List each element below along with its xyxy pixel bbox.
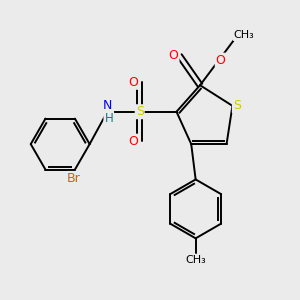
- Text: O: O: [128, 76, 138, 89]
- Text: O: O: [128, 135, 138, 148]
- Text: O: O: [216, 54, 226, 67]
- Text: CH₃: CH₃: [185, 255, 206, 266]
- Text: H: H: [104, 112, 113, 125]
- Text: S: S: [136, 105, 144, 118]
- Text: O: O: [169, 49, 178, 62]
- Text: CH₃: CH₃: [234, 30, 255, 40]
- Text: S: S: [233, 99, 241, 112]
- Text: N: N: [103, 99, 112, 112]
- Text: Br: Br: [67, 172, 80, 185]
